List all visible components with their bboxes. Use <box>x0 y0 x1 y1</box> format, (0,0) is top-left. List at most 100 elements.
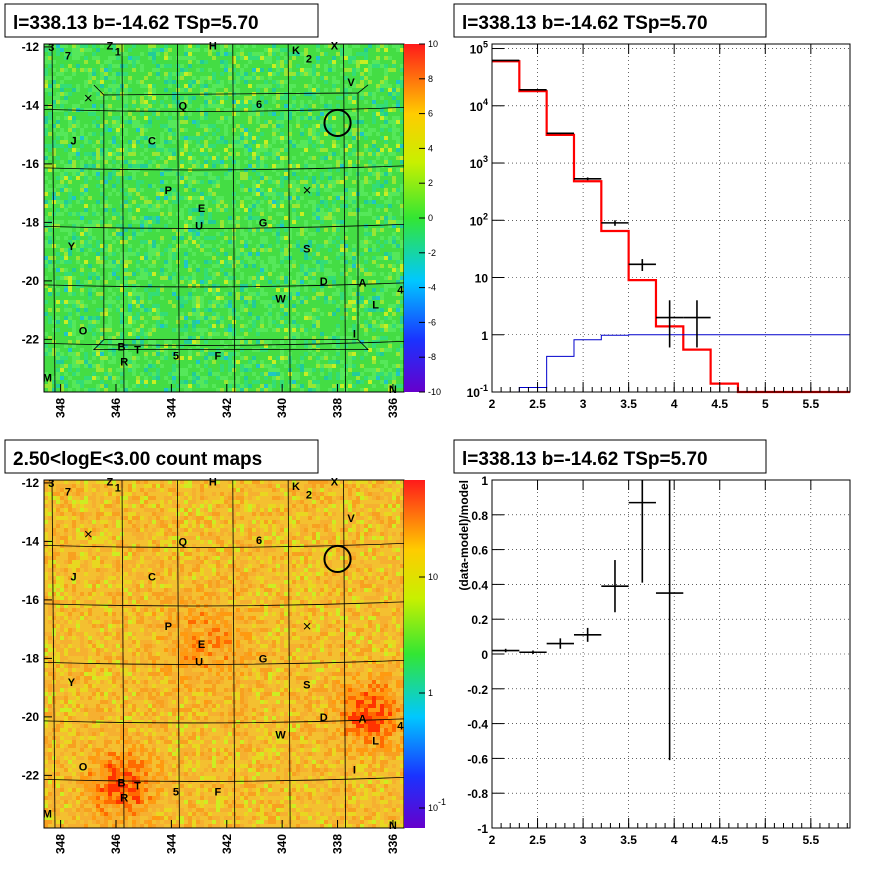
source-label: 2 <box>306 54 312 66</box>
map-cells <box>44 44 404 392</box>
grid-line-b <box>44 659 404 665</box>
plot-title: l=338.13 b=-14.62 TSp=5.70 <box>462 13 708 34</box>
y-tick-label: -14 <box>22 98 40 112</box>
cross-marker <box>303 622 311 630</box>
grid-line-l <box>121 44 125 392</box>
source-label: A <box>358 713 366 725</box>
x-tick-label: 338 <box>331 834 345 854</box>
source-label: 5 <box>173 786 179 798</box>
residual-panel: 2 2.5 3 3.5 4 4.5 5 5.5 1 0.8 0.6 0.4 0.2 0 -0.2 -0.4 -0… <box>453 439 851 847</box>
y-tick-label: 1 <box>481 474 488 488</box>
source-label: 2 <box>306 490 312 502</box>
grid-line-b <box>44 223 404 229</box>
plot-title: l=338.13 b=-14.62 TSp=5.70 <box>462 449 708 470</box>
grid-line-b <box>44 776 404 782</box>
grid <box>491 479 850 829</box>
y-tick-label: -22 <box>22 332 40 346</box>
grid-line-l <box>121 480 125 828</box>
y-tick-label: 103 <box>470 154 488 171</box>
source-label: W <box>275 293 286 305</box>
colorbar-tick-label: -10 <box>428 387 441 397</box>
y-tick-label: 10 <box>475 272 489 286</box>
source-label: D <box>320 712 328 724</box>
grid-line-b <box>44 601 404 607</box>
source-label: J <box>70 136 76 148</box>
source-label: F <box>214 786 221 798</box>
source-label: 7 <box>65 51 71 63</box>
grid-line-l <box>51 480 56 828</box>
y-tick-label: 0.4 <box>471 578 488 592</box>
grid-line-l <box>176 44 180 392</box>
source-label: Q <box>178 100 187 112</box>
x-tick-label: 344 <box>164 834 178 854</box>
source-label: I <box>353 329 356 341</box>
source-label: R <box>120 356 128 368</box>
x-tick-label: 348 <box>54 834 68 854</box>
source-label: G <box>259 217 268 229</box>
y-tick-label: -12 <box>22 476 40 490</box>
plot-title-box <box>453 3 767 38</box>
x-tick-label: 348 <box>54 398 68 418</box>
y-tick-label: -12 <box>22 40 40 54</box>
y-tick-label: 104 <box>470 97 488 114</box>
source-label: O <box>79 326 88 338</box>
x-tick-label: 3.5 <box>620 833 637 847</box>
source-label: R <box>120 792 128 804</box>
source-label: B <box>118 778 126 790</box>
source-label: Y <box>68 241 76 253</box>
grid-line-b <box>44 107 404 112</box>
x-tick-label: 4 <box>671 397 678 411</box>
colorbar-tick-label: 1 <box>428 688 433 698</box>
y-tick-label: -0.2 <box>467 683 488 697</box>
y-tick-label: -1 <box>477 822 488 836</box>
source-label: M <box>43 808 52 820</box>
grid-line-l <box>287 480 291 828</box>
coordinate-grid <box>44 44 404 392</box>
source-label: 3 <box>48 42 54 54</box>
source-label: H <box>209 476 217 488</box>
x-tick-label: 4.5 <box>711 397 728 411</box>
source-label: 4 <box>397 285 404 297</box>
x-tick-label: 340 <box>275 834 289 854</box>
x-tick-label: 5 <box>762 833 769 847</box>
source-label: K <box>292 45 300 57</box>
y-tick-label: -20 <box>22 274 40 288</box>
y-tick-label: -20 <box>22 710 40 724</box>
source-label: 6 <box>256 99 262 111</box>
grid-line-l <box>232 480 236 828</box>
y-tick-label: 0.6 <box>471 544 488 558</box>
source-label: U <box>195 656 203 668</box>
y-tick-label: -18 <box>22 651 40 665</box>
source-label: L <box>372 299 379 311</box>
colorbar-tick-label: 10-1 <box>428 797 446 813</box>
y-tick-label: 0.8 <box>471 509 488 523</box>
colorbar-tick-label: 2 <box>428 178 433 188</box>
source-label: M <box>43 372 52 384</box>
coordinate-grid <box>44 480 404 828</box>
x-tick-label: 346 <box>109 834 123 854</box>
source-label: Z <box>106 476 113 488</box>
colorbar-tick-label: -8 <box>428 352 436 362</box>
source-label: J <box>70 572 76 584</box>
source-label: C <box>148 572 156 584</box>
source-label: L <box>372 735 379 747</box>
map-title-box <box>4 3 319 38</box>
source-label: 7 <box>65 487 71 499</box>
source-label: X <box>331 476 339 488</box>
x-tick-label: 5 <box>762 397 769 411</box>
x-tick-label: 4.5 <box>711 833 728 847</box>
source-label: D <box>320 276 328 288</box>
colorbar-tick-label: 4 <box>428 143 433 153</box>
y-tick-label: -18 <box>22 215 40 229</box>
y-axis-title: (data-model)/model <box>457 480 471 591</box>
grid-line-b <box>44 282 404 288</box>
cross-marker <box>303 186 311 194</box>
x-tick-label: 342 <box>220 834 234 854</box>
x-tick-label: 5.5 <box>802 833 819 847</box>
source-label: E <box>198 639 205 651</box>
x-tick-label: 2.5 <box>529 397 546 411</box>
source-label: S <box>303 680 310 692</box>
map-title-box <box>4 439 319 474</box>
source-label: T <box>134 345 141 357</box>
grid-line-l <box>343 480 346 828</box>
